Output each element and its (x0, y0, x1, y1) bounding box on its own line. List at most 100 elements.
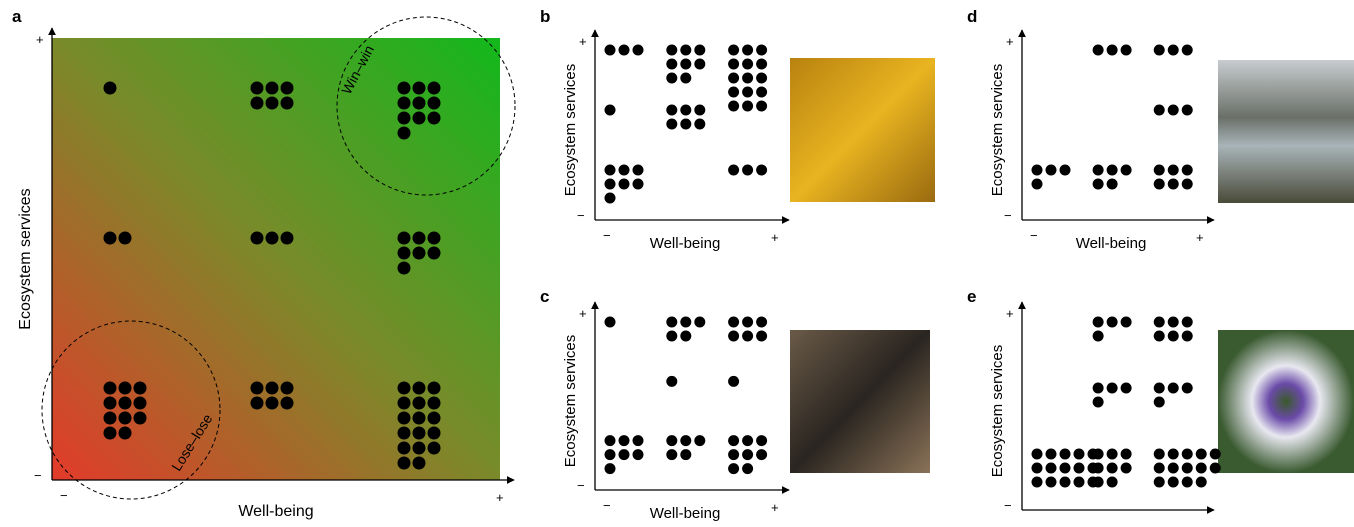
dot (618, 449, 630, 461)
dot (427, 441, 441, 455)
dot (728, 72, 740, 84)
dot (618, 178, 630, 190)
dot (604, 44, 616, 56)
y-label: Ecosystem services (989, 345, 1006, 478)
dot (1181, 382, 1193, 394)
dot (1153, 382, 1165, 394)
dot (397, 396, 411, 410)
dot (250, 381, 264, 395)
dot (250, 231, 264, 245)
y-plus: + (579, 306, 587, 321)
dot (133, 381, 147, 395)
dot (728, 164, 740, 176)
dot (632, 164, 644, 176)
panel-letter: e (967, 287, 976, 306)
dot (1059, 476, 1071, 488)
dot (118, 426, 132, 440)
dot (397, 111, 411, 125)
dot (1195, 476, 1207, 488)
dot (1181, 462, 1193, 474)
dot (666, 72, 678, 84)
dot (1153, 164, 1165, 176)
dot (427, 396, 441, 410)
dot (728, 435, 740, 447)
dot (756, 435, 768, 447)
dot (1181, 476, 1193, 488)
photo-maize (790, 58, 935, 202)
dot (1120, 382, 1132, 394)
x-label: Well-being (650, 505, 721, 522)
dot (1153, 462, 1165, 474)
dot (1106, 462, 1118, 474)
dot (632, 178, 644, 190)
dot (1120, 316, 1132, 328)
dot (742, 86, 754, 98)
dot (265, 81, 279, 95)
dot (1120, 44, 1132, 56)
dot (397, 96, 411, 110)
dot (397, 246, 411, 260)
dot (397, 126, 411, 140)
dot (397, 456, 411, 470)
y-minus: − (1004, 498, 1012, 513)
y-minus: − (34, 468, 42, 483)
dot (728, 330, 740, 342)
dot (756, 330, 768, 342)
dot (265, 381, 279, 395)
dot (1181, 44, 1193, 56)
dot (118, 396, 132, 410)
dot (742, 449, 754, 461)
dot (1167, 382, 1179, 394)
dot (632, 449, 644, 461)
dot (742, 435, 754, 447)
dot (742, 164, 754, 176)
dot (133, 411, 147, 425)
x-label: Well-being (1076, 235, 1147, 252)
dot (1167, 104, 1179, 116)
dot (728, 44, 740, 56)
dot (1106, 316, 1118, 328)
dot (412, 81, 426, 95)
dot (756, 316, 768, 328)
dot (1045, 462, 1057, 474)
dot (1092, 382, 1104, 394)
dot (1120, 448, 1132, 460)
dot (1045, 476, 1057, 488)
dot (1167, 316, 1179, 328)
dot (666, 58, 678, 70)
dot (427, 81, 441, 95)
dot (1106, 448, 1118, 460)
dot (680, 118, 692, 130)
dot (1073, 462, 1085, 474)
dot (1181, 330, 1193, 342)
dot (1209, 462, 1221, 474)
dot (1167, 178, 1179, 190)
dot (103, 411, 117, 425)
dot (397, 426, 411, 440)
x-minus: − (603, 228, 611, 243)
dot (412, 246, 426, 260)
y-plus: + (36, 32, 44, 47)
dot (412, 426, 426, 440)
dot (728, 86, 740, 98)
y-label: Ecosystem services (989, 64, 1006, 197)
dot (280, 96, 294, 110)
dot (397, 231, 411, 245)
dot (604, 435, 616, 447)
dot (1167, 330, 1179, 342)
dot (1153, 316, 1165, 328)
dot (618, 164, 630, 176)
dot (666, 316, 678, 328)
y-label: Ecosystem services (562, 64, 579, 197)
x-minus: − (603, 498, 611, 513)
panel-letter: a (12, 7, 22, 26)
win-win-circle (336, 16, 516, 196)
dot (756, 100, 768, 112)
dot (1153, 330, 1165, 342)
dot (412, 396, 426, 410)
dot (728, 375, 740, 387)
dot (412, 96, 426, 110)
dot (412, 111, 426, 125)
dot (250, 96, 264, 110)
dot (680, 316, 692, 328)
